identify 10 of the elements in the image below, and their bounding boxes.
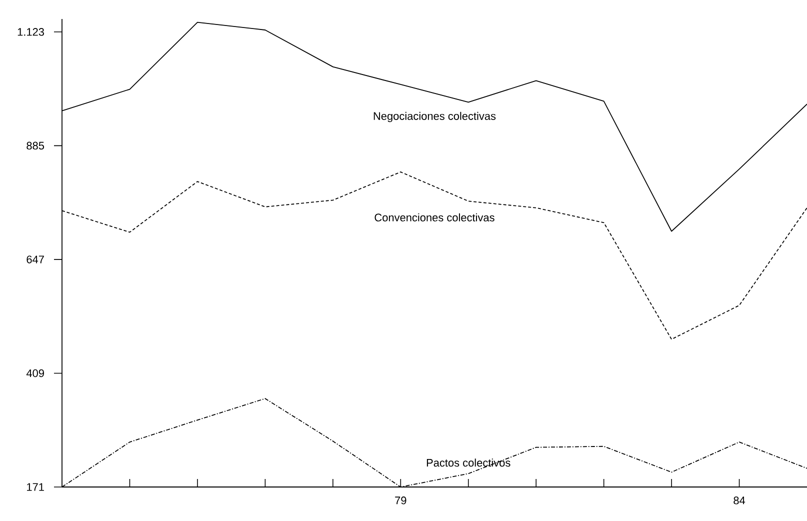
series-label: Negociaciones colectivas: [374, 112, 496, 122]
y-tick-label: 885: [26, 142, 44, 150]
y-tick-label: 1.123: [18, 28, 44, 36]
x-tick-label: 79: [395, 496, 406, 504]
x-tick-label: 84: [734, 496, 746, 504]
series-label: Pactos colectivos: [426, 458, 510, 467]
y-tick-label: 171: [27, 483, 44, 491]
y-tick-label: 647: [26, 256, 44, 264]
series-label: Convenciones colectivas: [374, 213, 494, 222]
y-tick-label: 409: [26, 369, 44, 378]
